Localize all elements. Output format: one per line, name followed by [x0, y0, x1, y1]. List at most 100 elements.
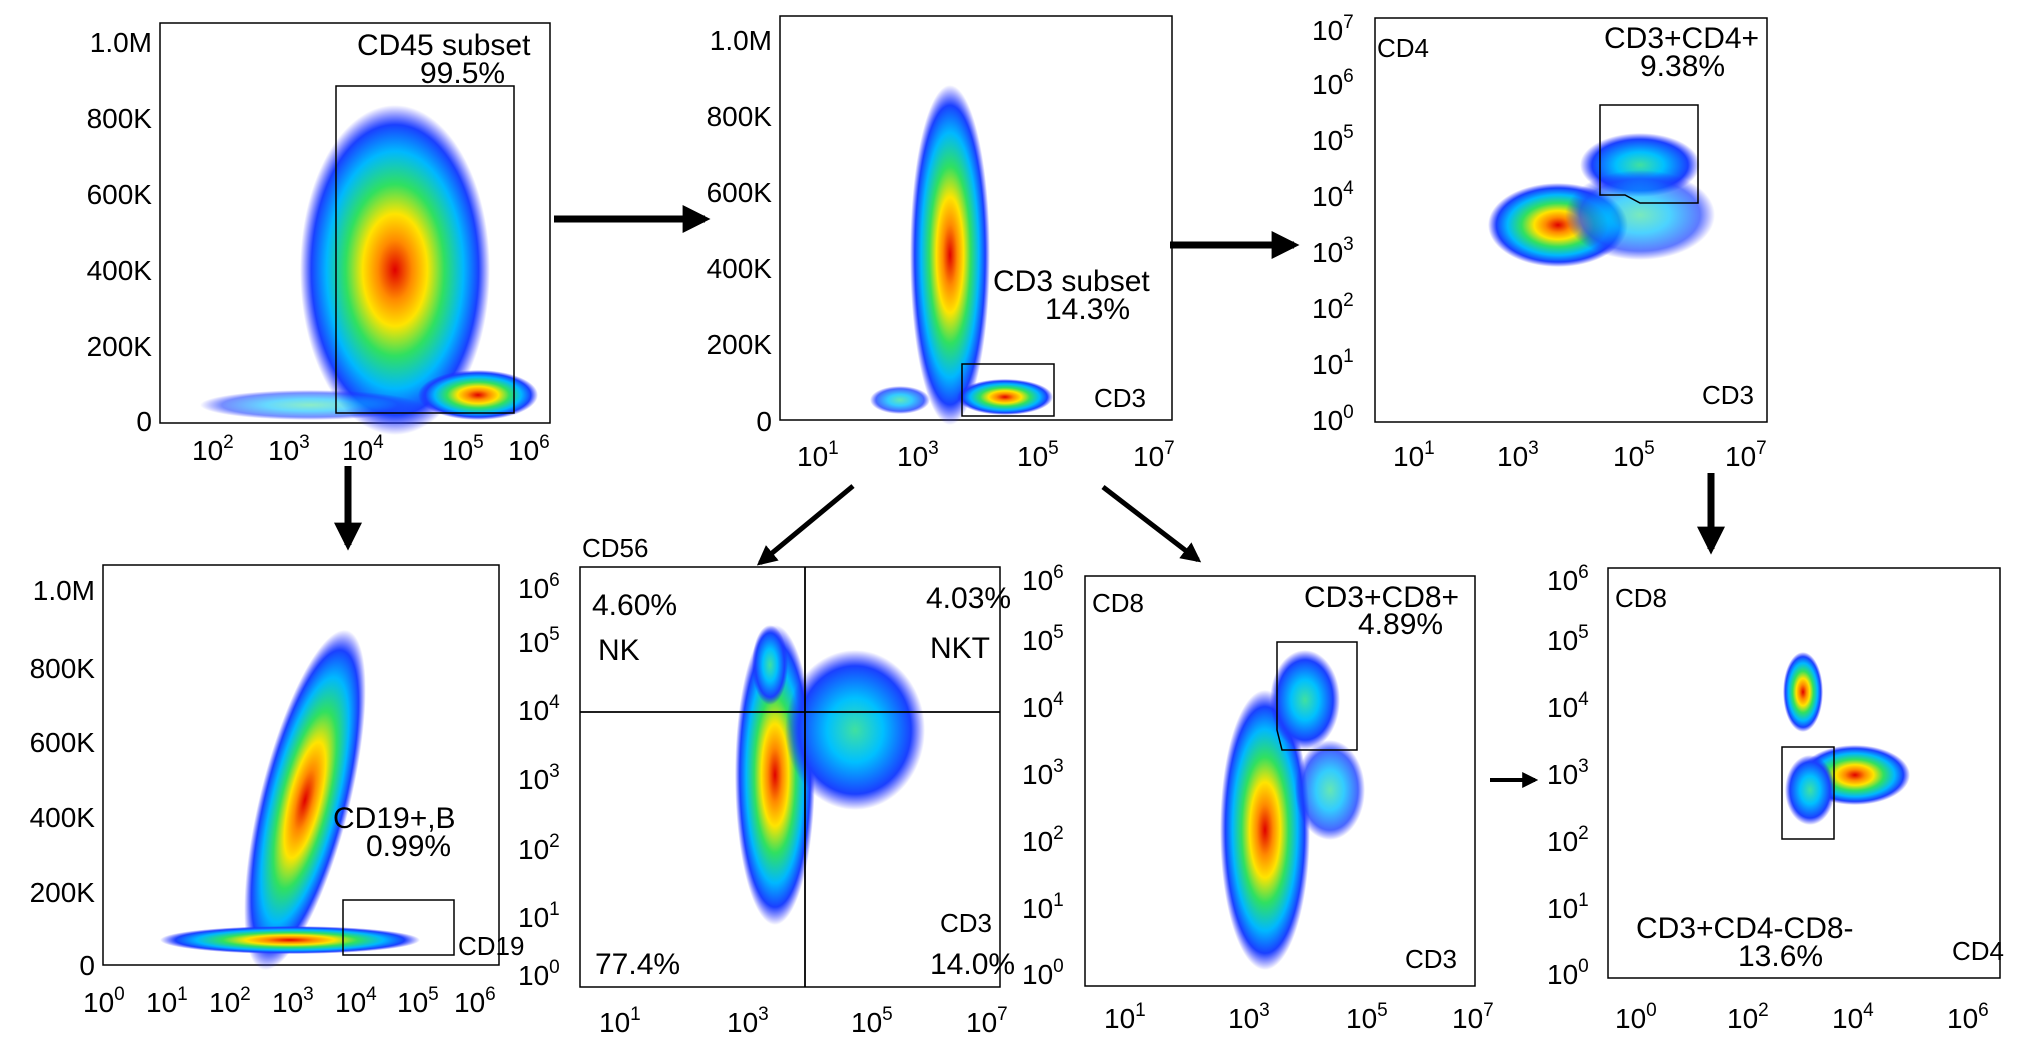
y-tick-1e6: 106 — [1022, 562, 1064, 596]
y-tick-0: 0 — [756, 406, 772, 437]
panel-6-x-ticks: 101 103 105 107 — [1104, 1000, 1494, 1034]
y-tick-1e2: 102 — [518, 831, 560, 865]
x-tick-1e3: 103 — [727, 1004, 769, 1038]
gating-arrows — [334, 205, 1725, 788]
y-tick-1e2: 102 — [1022, 823, 1064, 857]
panel-5-cloud — [735, 625, 925, 925]
y-tick-200k: 200K — [30, 877, 96, 908]
panel-6-cd8-gate: CD3+CD8+ 4.89% CD8 CD3 100 101 102 103 1… — [1022, 562, 1494, 1034]
population-granulocyte — [418, 370, 538, 420]
y-tick-600k: 600K — [30, 727, 96, 758]
quadrant-percent-double-negative: 77.4% — [595, 948, 680, 981]
gate-label-cd3-subset: CD3 subset — [993, 265, 1150, 298]
gate-cd45 — [335, 85, 515, 414]
panel-5-frame — [579, 566, 1001, 988]
panel-2-x-ticks: 101 103 105 107 — [797, 438, 1175, 472]
x-tick-1e2: 102 — [192, 432, 234, 466]
y-tick-1e5: 105 — [1312, 122, 1354, 156]
x-tick-1e4: 104 — [342, 432, 384, 466]
gate-label-cd3-cd4: CD3+CD4+ — [1604, 22, 1759, 55]
x-tick-1e2: 102 — [1727, 1000, 1769, 1034]
y-tick-1e7: 107 — [1312, 12, 1354, 46]
y-tick-400k: 400K — [87, 255, 153, 286]
y-tick-1e4: 104 — [1547, 689, 1589, 723]
y-tick-1e1: 101 — [1312, 346, 1354, 380]
x-axis-label: CD3 — [1702, 380, 1754, 410]
x-tick-1e3: 103 — [897, 438, 939, 472]
x-tick-1e7: 107 — [1133, 438, 1175, 472]
y-tick-1e1: 101 — [518, 899, 560, 933]
gate-cd3 — [961, 363, 1055, 417]
gate-percent-cd45: 99.5% — [420, 57, 505, 90]
population-debris — [200, 390, 420, 420]
population-main — [244, 629, 366, 971]
gate-percent-cd3: 14.3% — [1045, 293, 1130, 326]
panel-4-cloud — [160, 629, 420, 971]
panel-7-y-ticks: 100 101 102 103 104 105 106 — [1547, 562, 1589, 990]
y-tick-1e3: 103 — [1547, 756, 1589, 790]
y-tick-1e0: 100 — [1312, 402, 1354, 436]
y-tick-0: 0 — [79, 950, 95, 981]
y-tick-1e5: 105 — [518, 624, 560, 658]
gate-percent-double-negative: 13.6% — [1738, 940, 1823, 973]
x-axis-label: CD3 — [1405, 944, 1457, 974]
population-low — [1785, 755, 1835, 825]
gate-label-cd3-cd8: CD3+CD8+ — [1304, 581, 1459, 614]
panel-7-frame — [1607, 567, 2001, 979]
panel-2-cd3-gate: CD3 subset 14.3% CD3 0 200K 400K 600K 80… — [707, 15, 1175, 472]
arrow-p2-to-p5 — [756, 484, 855, 566]
y-tick-1e4: 104 — [1312, 178, 1354, 212]
y-tick-1e2: 102 — [1312, 290, 1354, 324]
panel-1-x-ticks: 102 103 104 105 106 — [192, 432, 550, 466]
gate-percent-cd19: 0.99% — [366, 830, 451, 863]
x-tick-1e7: 107 — [966, 1004, 1008, 1038]
panel-3-x-ticks: 101 103 105 107 — [1393, 438, 1767, 472]
y-tick-1e1: 101 — [1022, 890, 1064, 924]
gate-label-cd3-cd4-cd8: CD3+CD4-CD8- — [1636, 912, 1854, 945]
y-axis-label: CD4 — [1377, 33, 1429, 63]
x-axis-label: CD4 — [1952, 936, 2004, 966]
x-tick-1e5: 105 — [851, 1004, 893, 1038]
gate-double-negative — [1781, 746, 1835, 840]
panel-5-x-ticks: 101 103 105 107 — [599, 1004, 1008, 1038]
y-tick-400k: 400K — [707, 253, 773, 284]
panel-1-y-ticks: 0 200K 400K 600K 800K 1.0M — [87, 27, 153, 437]
panel-5-y-ticks: 100 101 102 103 104 105 106 — [518, 570, 560, 991]
y-tick-1e0: 100 — [1022, 956, 1064, 990]
panel-3-frame — [1374, 17, 1768, 423]
x-tick-1e3: 103 — [1228, 1000, 1270, 1034]
x-tick-1e1: 101 — [797, 438, 839, 472]
x-tick-1e5: 105 — [442, 432, 484, 466]
x-tick-1e3: 103 — [272, 984, 314, 1018]
quadrant-percent-cd3-positive: 14.0% — [930, 948, 1015, 981]
y-tick-200k: 200K — [87, 331, 153, 362]
y-tick-1e4: 104 — [1022, 689, 1064, 723]
panel-1-cloud — [200, 105, 538, 435]
y-tick-1e5: 105 — [1022, 622, 1064, 656]
population-cd3-positive — [957, 379, 1053, 415]
y-tick-1e6: 106 — [518, 570, 560, 604]
y-tick-1e3: 103 — [1022, 756, 1064, 790]
y-tick-1m: 1.0M — [90, 27, 152, 58]
panel-5-nk-quadrants: 4.60% NK 4.03% NKT 77.4% 14.0% CD56 CD3 … — [518, 533, 1015, 1038]
y-tick-400k: 400K — [30, 802, 96, 833]
panel-2-frame — [779, 15, 1173, 421]
y-tick-1e1: 101 — [1547, 890, 1589, 924]
population-mid — [1295, 740, 1365, 840]
y-tick-200k: 200K — [707, 329, 773, 360]
population-baseline — [160, 926, 420, 954]
quadrant-label-nk: NK — [598, 634, 640, 667]
x-tick-1e1: 101 — [146, 984, 188, 1018]
panel-2-cloud — [870, 85, 1053, 425]
y-tick-600k: 600K — [707, 177, 773, 208]
panel-7-cloud — [1783, 652, 1910, 825]
y-tick-1m: 1.0M — [33, 575, 95, 606]
x-tick-1e7: 107 — [1452, 1000, 1494, 1034]
gate-cd8 — [1276, 641, 1358, 751]
x-tick-1e2: 102 — [209, 984, 251, 1018]
x-tick-1e5: 105 — [397, 984, 439, 1018]
panel-6-frame — [1084, 575, 1476, 987]
y-tick-1e0: 100 — [518, 957, 560, 991]
y-tick-800k: 800K — [707, 101, 773, 132]
y-tick-800k: 800K — [87, 103, 153, 134]
